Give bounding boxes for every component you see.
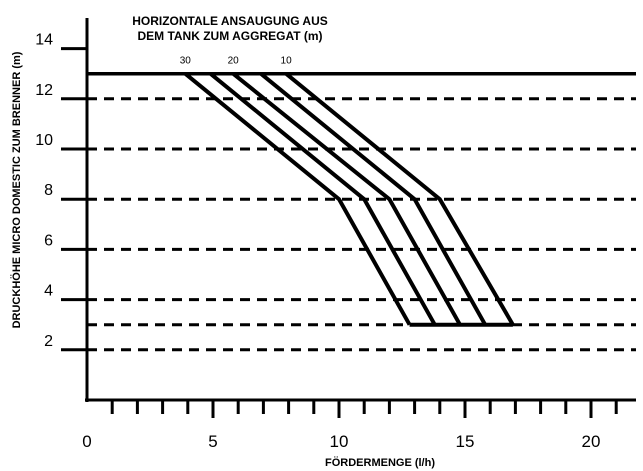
- y-tick-label: 14: [35, 32, 53, 49]
- labels: 30 20 10: [180, 56, 292, 67]
- x-tick-label: 5: [208, 432, 217, 451]
- curve-20: [231, 72, 462, 326]
- chart-title-line-2: DEM TANK ZUM AGGREGAT (m): [137, 29, 322, 43]
- y-tick-label: 2: [44, 333, 53, 350]
- x-tick-label: 10: [330, 432, 349, 451]
- x-axis-label: FÖRDERMENGE (l/h): [325, 456, 435, 469]
- curve-line-2: [209, 72, 437, 326]
- chart-title-line-1: HORIZONTALE ANSAUGUNG AUS: [132, 14, 328, 28]
- series: [184, 72, 515, 327]
- curve-label: 30: [180, 56, 192, 67]
- curve-label: 10: [281, 56, 293, 67]
- y-tick-label: 10: [35, 132, 53, 149]
- y-tick-label: 8: [44, 182, 53, 199]
- y-axis-label: DRUCKHÖHE MICRO DOMESTIC ZUM BRENNER (m): [10, 51, 23, 328]
- y-tick-label: 12: [35, 82, 53, 99]
- axes: 0 5 10 15 20 2 4 6 8 10 12 14: [35, 18, 636, 451]
- y-tick-label: 4: [44, 283, 53, 300]
- curve-label: 20: [228, 56, 240, 67]
- curve-line-4: [259, 72, 487, 326]
- y-tick-label: 6: [44, 232, 53, 249]
- curve-30: [184, 72, 412, 326]
- grid: [87, 71, 636, 352]
- curve-10: [284, 72, 515, 326]
- x-tick-label: 15: [456, 432, 475, 451]
- x-tick-label: 20: [582, 432, 601, 451]
- x-tick-label: 0: [82, 432, 91, 451]
